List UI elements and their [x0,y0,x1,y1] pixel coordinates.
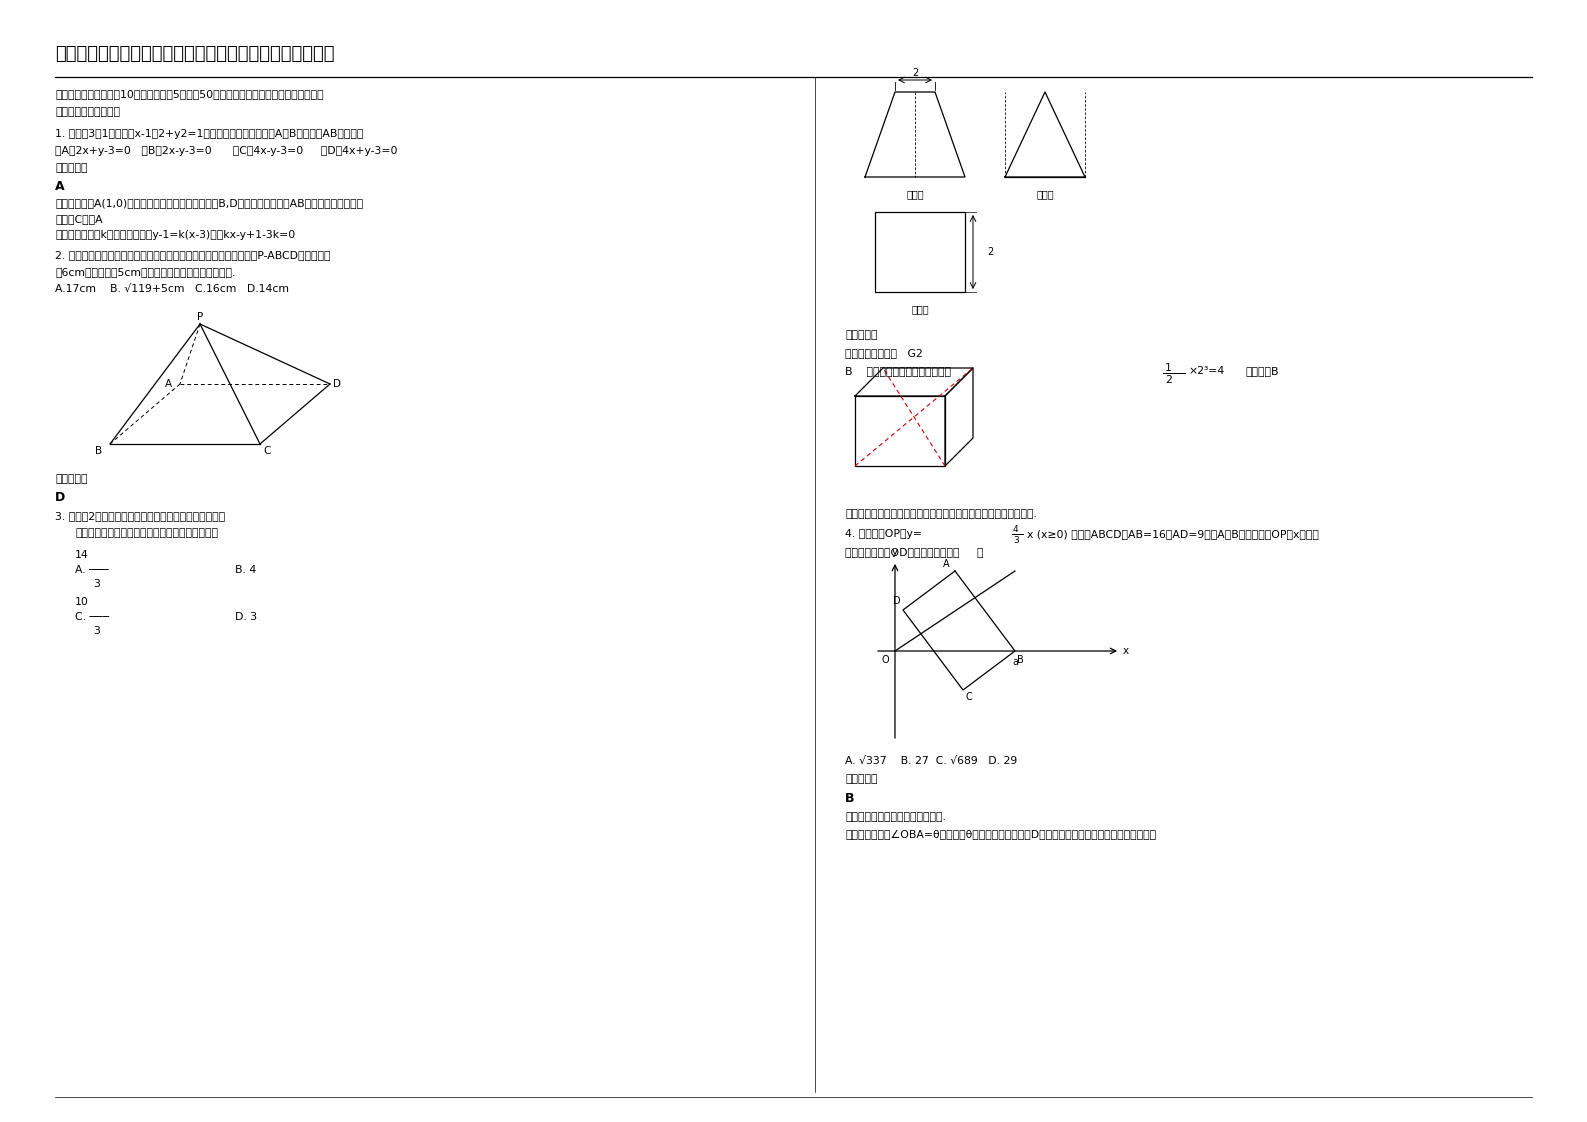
Text: 为6cm，侧棱长为5cm，则它的侧视图的周长等于（）.: 为6cm，侧棱长为5cm，则它的侧视图的周长等于（）. [56,267,235,277]
Text: 1: 1 [1165,364,1171,373]
Text: A: A [943,559,951,569]
Text: A. ───: A. ─── [75,565,108,574]
Text: D: D [893,596,901,606]
Text: 3: 3 [94,579,100,589]
Text: P: P [197,312,203,322]
Text: A: A [165,379,171,389]
Text: 正视图: 正视图 [906,188,924,199]
Text: 半轴上，则线段OD长度的最大值为（     ）: 半轴上，则线段OD长度的最大值为（ ） [844,548,984,557]
Bar [855,396,944,466]
Text: 2: 2 [913,68,919,79]
Text: D: D [333,379,341,389]
Text: 3. 棱长为2的正方体被一平面截成两个几何体，其中一个: 3. 棱长为2的正方体被一平面截成两个几何体，其中一个 [56,511,225,521]
Text: 设切线的斜率为k，则切线方程为y-1=k(x-3)，即kx-y+1-3k=0: 设切线的斜率为k，则切线方程为y-1=k(x-3)，即kx-y+1-3k=0 [56,230,295,240]
Text: 【考点】函数的最值及其几何意义.: 【考点】函数的最值及其几何意义. [844,812,946,822]
Text: A. √337    B. 27  C. √689   D. 29: A. √337 B. 27 C. √689 D. 29 [844,756,1017,766]
Text: 参考答案：: 参考答案： [844,774,878,784]
Text: y: y [892,548,898,557]
Text: 2. 如图正四棱锥（底面是正方形，顶点在底面的射影是底面的中心）P-ABCD的底面边长: 2. 如图正四棱锥（底面是正方形，顶点在底面的射影是底面的中心）P-ABCD的底… [56,250,330,260]
Bar [874,212,965,292]
Text: 2: 2 [1165,375,1171,385]
Text: D: D [56,491,65,504]
Text: 4. 已知射线OP：y=: 4. 已知射线OP：y= [844,528,922,539]
Text: x: x [1124,646,1128,656]
Text: 3: 3 [1013,536,1019,545]
Text: 一、选择题：本大题共10小题，每小题5分，共50分。在每小题给出的四个选项中，只有: 一、选择题：本大题共10小题，每小题5分，共50分。在每小题给出的四个选项中，只… [56,89,324,99]
Text: 1. 过点（3，1）作圆（x-1）2+y2=1的两条切线，切点分别为A、B，则直线AB的方程为: 1. 过点（3，1）作圆（x-1）2+y2=1的两条切线，切点分别为A、B，则直… [56,129,363,139]
Text: 4: 4 [1013,525,1019,534]
Text: （A）2x+y-3=0   （B）2x-y-3=0      （C）4x-y-3=0     （D）4x+y-3=0: （A）2x+y-3=0 （B）2x-y-3=0 （C）4x-y-3=0 （D）4… [56,146,397,156]
Text: A: A [56,180,65,193]
Text: 由图象可知，A(1,0)是一个切点，所以代入选项知，B,D不成立，排除。又AB直线的斜率为负，所: 由图象可知，A(1,0)是一个切点，所以代入选项知，B,D不成立，排除。又AB直… [56,197,363,208]
Text: C: C [966,692,973,702]
Text: 湖南省株洲市攸县坪阳庙乡中学高三数学理月考试卷含解析: 湖南省株洲市攸县坪阳庙乡中学高三数学理月考试卷含解析 [56,45,335,63]
Text: B: B [844,792,854,804]
Text: 参考答案：: 参考答案： [844,330,878,340]
Text: 3: 3 [94,626,100,636]
Text: 14: 14 [75,550,89,560]
Text: x (x≥0) 和矩形ABCD，AB=16，AD=9，点A、B分别在射线OP和x轴非负: x (x≥0) 和矩形ABCD，AB=16，AD=9，点A、B分别在射线OP和x… [1027,528,1319,539]
Text: B    解析：几何体如图，体积为：: B 解析：几何体如图，体积为： [844,366,951,376]
Text: 参考答案：: 参考答案： [56,163,87,173]
Text: 2: 2 [987,247,993,257]
Text: 【思路点拨】由几何体的三视图画出直方图，再根据公式求出体积.: 【思路点拨】由几何体的三视图画出直方图，再根据公式求出体积. [844,509,1036,519]
Text: B: B [1017,655,1024,665]
Text: 俯视图: 俯视图 [911,304,928,314]
Text: 【知识点】三视图   G2: 【知识点】三视图 G2 [844,348,922,358]
Text: O: O [881,655,889,665]
Text: 侧视图: 侧视图 [1036,188,1054,199]
Text: 是一个符合题目要求的: 是一个符合题目要求的 [56,107,121,117]
Text: 参考答案：: 参考答案： [56,473,87,484]
Text: 几何体的三视图如图所示，那么该几何体的体积是: 几何体的三视图如图所示，那么该几何体的体积是 [75,528,217,539]
Text: 以排除C，选A: 以排除C，选A [56,214,103,224]
Text: ×2³=4: ×2³=4 [1189,366,1225,376]
Text: C: C [263,447,270,456]
Text: B. 4: B. 4 [235,565,256,574]
Text: A.17cm    B. √119+5cm   C.16cm   D.14cm: A.17cm B. √119+5cm C.16cm D.14cm [56,284,289,294]
Text: D. 3: D. 3 [235,611,257,622]
Text: 【分析】通过设∠OBA=θ，并用角θ的三角函数值表示点D坐标，利用向量模的计算公式，结合三角: 【分析】通过设∠OBA=θ，并用角θ的三角函数值表示点D坐标，利用向量模的计算公… [844,830,1155,840]
Text: a: a [1013,657,1017,666]
Text: C. ───: C. ─── [75,611,110,622]
Text: B: B [95,447,102,456]
Text: 10: 10 [75,597,89,607]
Text: ，故选择B: ，故选择B [1244,366,1279,376]
